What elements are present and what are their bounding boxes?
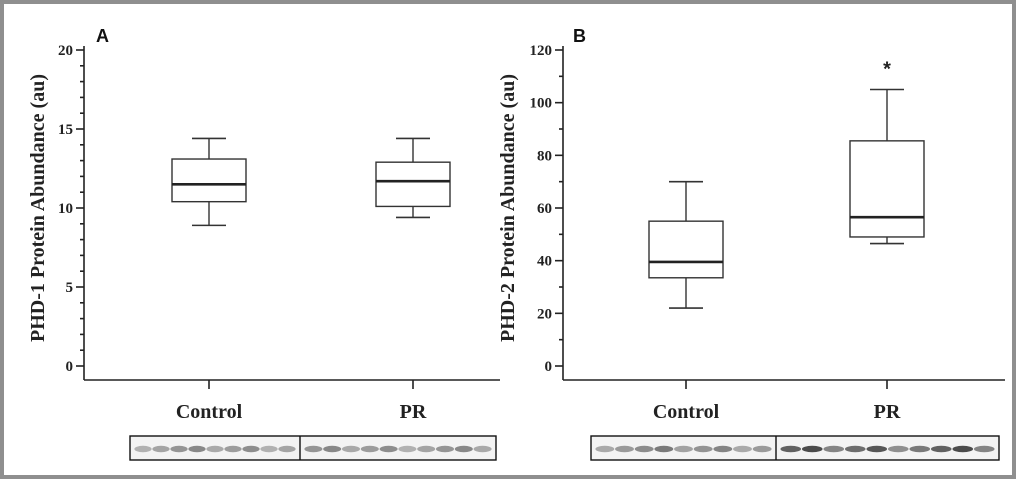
interquartile-box bbox=[849, 140, 925, 238]
panel-b-blot-band bbox=[752, 445, 772, 453]
panel-a-blot-band bbox=[360, 445, 379, 453]
panel-a-box-control bbox=[171, 137, 247, 227]
panel-b-blot-band bbox=[866, 445, 888, 453]
panel-b-letter: B bbox=[573, 26, 586, 46]
panel-a-western-blot bbox=[129, 435, 497, 461]
panel-a: A PHD-1 Protein Abundance (au) 05101520 … bbox=[27, 26, 500, 461]
panel-a-blot-band bbox=[435, 445, 455, 453]
panel-b-blot-band bbox=[952, 445, 974, 453]
panel-b-y-tick-label: 20 bbox=[537, 306, 552, 322]
panel-a-blot-band bbox=[206, 445, 224, 453]
panel-a-blot-band bbox=[398, 445, 417, 453]
panel-b-blot-band bbox=[823, 445, 845, 453]
panel-b-category-pr: PR bbox=[874, 401, 901, 423]
panel-b-y-tick-label: 80 bbox=[537, 148, 552, 164]
panel-b-boxes: * bbox=[648, 58, 925, 309]
panel-b-y-tick-label: 40 bbox=[537, 254, 552, 270]
panel-a-blot-band bbox=[242, 445, 260, 453]
panel-b-x-tick-labels: Control PR bbox=[653, 401, 901, 423]
panel-a-blot-band bbox=[278, 445, 296, 453]
panel-a-blot-band bbox=[260, 445, 278, 453]
panel-b-box-pr bbox=[849, 88, 925, 245]
panel-a-y-tick-label: 0 bbox=[66, 359, 74, 375]
panel-a-blot-band bbox=[323, 445, 342, 453]
panel-b-y-axis-label: PHD-2 Protein Abundance (au) bbox=[497, 74, 519, 342]
panel-a-y-tick-label: 10 bbox=[58, 201, 73, 217]
panel-a-y-tick-label: 5 bbox=[66, 280, 74, 296]
panel-b-y-tick-label: 120 bbox=[530, 43, 553, 59]
panel-b-blot-band bbox=[634, 445, 654, 453]
panel-b-significance-asterisk: * bbox=[883, 58, 891, 80]
panel-a-blot-band bbox=[454, 445, 473, 453]
panel-a-blot-band bbox=[224, 445, 242, 453]
panel-a-category-pr: PR bbox=[400, 401, 427, 423]
panel-a-y-tick-label: 15 bbox=[58, 122, 73, 138]
panel-b-box-control bbox=[648, 180, 724, 309]
panel-a-blot-band bbox=[379, 445, 398, 453]
interquartile-box bbox=[375, 161, 451, 208]
panel-a-blot-band bbox=[341, 445, 361, 453]
panel-b-western-blot bbox=[590, 435, 1000, 461]
panel-a-blot-band bbox=[304, 445, 323, 453]
panel-a-blot-band bbox=[473, 445, 492, 453]
interquartile-box bbox=[648, 220, 724, 279]
panel-b: B PHD-2 Protein Abundance (au) 0 20 40 60 80… bbox=[497, 26, 1005, 461]
panel-b-blot-band bbox=[615, 445, 634, 453]
panel-b-blot-band bbox=[674, 445, 693, 453]
panel-b-blot-band bbox=[930, 445, 952, 453]
panel-b-blot-band bbox=[887, 445, 909, 453]
panel-b-blot-band bbox=[733, 445, 752, 453]
panel-a-y-tick-label: 20 bbox=[58, 43, 73, 59]
panel-b-blot-band bbox=[973, 445, 995, 453]
panel-b-category-control: Control bbox=[653, 401, 720, 423]
interquartile-box bbox=[171, 158, 247, 203]
panel-a-x-tick-labels: Control PR bbox=[176, 401, 427, 423]
panel-a-blot-band bbox=[134, 445, 152, 453]
panel-b-y-tick-label: 60 bbox=[537, 201, 552, 217]
panel-a-axes: 0 5 10 15 20 bbox=[58, 43, 500, 389]
panel-a-blot-band bbox=[152, 445, 170, 453]
panel-b-y-tick-label: 100 bbox=[530, 96, 553, 112]
panel-a-blot-band bbox=[188, 445, 206, 453]
panel-a-letter: A bbox=[96, 26, 109, 46]
panel-b-blot-band bbox=[909, 445, 931, 453]
panel-a-y-axis-label: PHD-1 Protein Abundance (au) bbox=[27, 74, 49, 342]
panel-b-blot-band bbox=[713, 445, 733, 453]
panel-b-blot-band bbox=[844, 445, 866, 453]
panel-b-blot-band bbox=[801, 445, 823, 453]
panel-b-blot-band bbox=[693, 445, 713, 453]
panel-a-blot-band bbox=[417, 445, 436, 453]
panel-a-box-pr bbox=[375, 137, 451, 219]
panel-b-y-tick-label: 0 bbox=[545, 359, 553, 375]
panel-b-blot-band bbox=[654, 445, 674, 453]
panel-b-blot-band bbox=[595, 445, 615, 453]
panel-a-blot-band bbox=[170, 445, 188, 453]
panel-b-axes: 0 20 40 60 80 100 120 bbox=[530, 43, 1005, 389]
panel-b-blot-band bbox=[780, 445, 802, 453]
panel-a-boxes bbox=[171, 137, 451, 227]
panel-a-category-control: Control bbox=[176, 401, 243, 423]
